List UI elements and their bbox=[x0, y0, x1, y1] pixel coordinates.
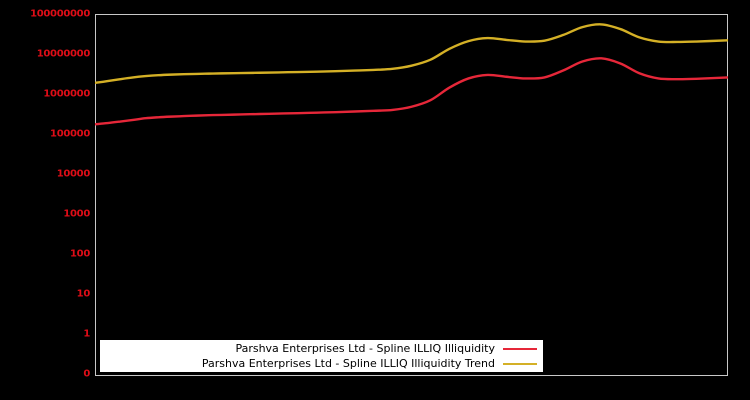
series-line-trend bbox=[95, 23, 728, 85]
y-tick-label: 10 bbox=[76, 288, 91, 300]
y-tick-label: 100000 bbox=[50, 128, 90, 140]
series-lines bbox=[95, 23, 728, 126]
series-line-illiquidity bbox=[95, 57, 728, 126]
y-tick-label: 1000 bbox=[63, 208, 90, 220]
legend-entry-trend: Parshva Enterprises Ltd - Spline ILLIQ I… bbox=[100, 356, 543, 371]
y-tick-label: 10000 bbox=[56, 168, 91, 180]
legend-label: Parshva Enterprises Ltd - Spline ILLIQ I… bbox=[201, 357, 495, 370]
plot-area bbox=[95, 14, 728, 376]
y-tick-label: 100000000 bbox=[30, 8, 90, 20]
y-tick-label: 100 bbox=[70, 248, 90, 260]
y-axis-tick-labels: 100000000 10000000 1000000 100000 10000 … bbox=[0, 0, 90, 400]
plot-frame bbox=[95, 14, 728, 376]
y-tick-label: 1 bbox=[83, 328, 90, 340]
y-tick-label: 0 bbox=[83, 368, 90, 380]
legend-color-swatch-trend bbox=[503, 362, 537, 365]
legend: Parshva Enterprises Ltd - Spline ILLIQ I… bbox=[100, 340, 543, 372]
legend-label: Parshva Enterprises Ltd - Spline ILLIQ I… bbox=[235, 342, 495, 355]
legend-entry-illiquidity: Parshva Enterprises Ltd - Spline ILLIQ I… bbox=[100, 341, 543, 356]
y-tick-label: 1000000 bbox=[43, 88, 90, 100]
legend-color-swatch-illiquidity bbox=[503, 347, 537, 350]
y-tick-label: 10000000 bbox=[36, 48, 91, 60]
